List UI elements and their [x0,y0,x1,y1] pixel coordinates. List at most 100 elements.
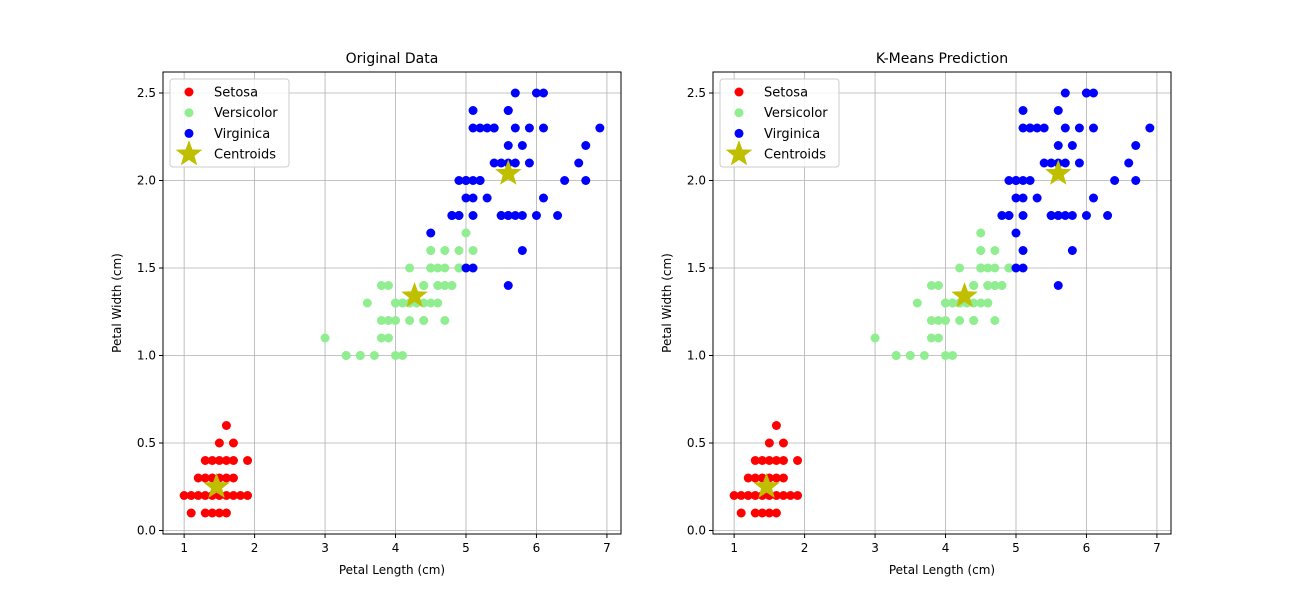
x-tick-label: 6 [533,541,541,555]
axes-frame [712,71,1172,535]
data-point [398,298,408,308]
data-point [997,211,1007,220]
y-axis-label: Petal Width (cm) [110,253,124,353]
data-point [771,456,781,465]
data-point [941,316,951,325]
data-point [376,316,386,325]
data-point [475,176,485,185]
data-point [207,456,217,465]
data-point [510,158,520,168]
data-point [221,456,231,465]
data-point [468,263,478,273]
legend-label-setosa: Setosa [214,86,258,101]
data-point [496,158,506,168]
data-point [1046,158,1056,168]
data-point [778,456,788,465]
data-point [941,351,951,360]
x-tick-label: 5 [462,541,470,555]
chart-panel-2: 1 2 3 4 5 6 7 0.0 0.5 1.0 1.5 2.0 2.5 K-Means Predict… [660,51,1172,577]
centroid-star-marker [494,159,522,185]
data-point [243,456,253,465]
data-point [503,106,513,115]
data-point [990,281,1000,290]
data-point [383,333,393,343]
legend-marker-versicolor [734,108,744,118]
data-point [200,491,210,500]
data-point [186,508,196,518]
data-point [440,281,450,290]
data-point [376,281,386,290]
data-point [1074,158,1084,168]
data-point [496,211,506,220]
series-virginica [426,88,605,290]
data-point [517,211,527,220]
x-tick-label: 1 [180,541,188,555]
data-point [743,473,753,483]
y-tick-label: 0.0 [687,524,706,538]
data-point [362,298,372,308]
series-setosa [729,421,803,518]
data-point [1088,123,1098,133]
data-point [926,281,936,290]
data-point [440,316,450,325]
data-point [228,456,238,465]
data-point [581,176,591,185]
data-point [200,456,210,465]
y-tick-label: 1.0 [687,349,706,363]
data-point [433,263,443,273]
data-point [538,193,548,203]
data-point [736,508,746,518]
data-point [1004,263,1014,273]
data-point [983,298,993,308]
data-point [461,228,471,238]
data-point [983,263,993,273]
data-point [186,491,196,500]
data-point [405,316,415,325]
data-point [948,298,958,308]
data-point [531,211,541,220]
data-point [200,508,210,518]
data-point [1110,176,1120,185]
chart-title: K-Means Prediction [876,51,1008,67]
data-point [503,281,513,290]
series-setosa [179,421,253,518]
data-point [538,88,548,98]
data-point [750,508,760,518]
data-point [193,473,203,483]
data-point [771,491,781,500]
data-point [475,123,485,133]
data-point [179,491,189,500]
data-point [1032,193,1042,203]
data-point [1081,211,1091,220]
data-point [912,298,922,308]
data-point [221,473,231,483]
data-point [1046,211,1056,220]
data-point [1145,123,1155,133]
legend-marker-setosa [184,87,194,97]
data-point [1060,158,1070,168]
data-point [1011,176,1021,185]
data-point [1004,211,1014,220]
data-point [391,298,401,308]
data-point [454,176,464,185]
data-point [207,508,217,518]
y-axis-label: Petal Width (cm) [660,253,674,353]
data-point [214,438,224,448]
data-point [419,316,429,325]
legend-label-virginica: Virginica [214,127,270,142]
series-versicolor [870,211,1014,360]
data-point [383,316,393,325]
data-point [905,351,915,360]
data-point [1039,123,1049,133]
data-point [1060,88,1070,98]
x-tick-label: 2 [251,541,259,555]
legend-label-versicolor: Versicolor [214,106,278,121]
legend-box [719,78,840,168]
data-point [426,298,436,308]
y-tick-label: 1.0 [137,349,156,363]
data-point [1067,211,1077,220]
data-point [553,211,563,220]
data-point [1053,141,1063,150]
data-point [1067,246,1077,255]
data-point [955,316,965,325]
